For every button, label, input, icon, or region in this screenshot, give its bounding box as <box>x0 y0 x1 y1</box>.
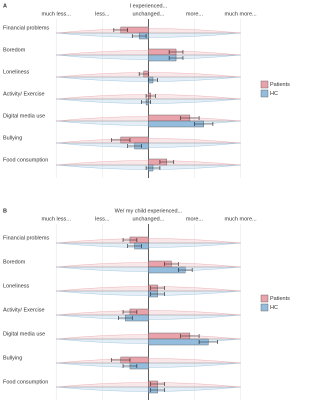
error-bar <box>150 382 165 386</box>
error-bar <box>141 100 151 104</box>
category-label: Food consumption <box>3 379 48 385</box>
error-bar <box>127 244 142 248</box>
panel-label: B <box>3 208 7 214</box>
category-label: Bullying <box>3 355 22 361</box>
category-label: Loneliness <box>3 283 30 289</box>
legend-swatch <box>260 89 269 98</box>
category-label: Activity/ Exercise <box>3 307 45 313</box>
category-label: Boredom <box>3 47 26 53</box>
category-label: Bullying <box>3 135 22 141</box>
x-tick-label: more... <box>186 216 204 222</box>
error-bar <box>198 340 218 344</box>
error-bar <box>150 286 165 290</box>
category-label: Financial problems <box>3 25 49 31</box>
legend-label: Patients <box>270 82 290 88</box>
error-bar <box>150 292 165 296</box>
legend-label: Patients <box>270 296 290 302</box>
x-tick-label: less... <box>95 11 110 17</box>
legend-swatch <box>260 294 269 303</box>
error-bar <box>122 364 138 368</box>
error-bar <box>168 50 184 54</box>
error-bar <box>131 34 147 38</box>
chart-title: I experienced... <box>130 3 168 9</box>
error-bar <box>159 160 175 164</box>
x-tick-label: much less... <box>42 11 72 17</box>
panel-label: A <box>3 3 7 9</box>
category-label: Digital media use <box>3 113 45 119</box>
x-tick-label: unchanged... <box>132 11 164 17</box>
x-tick-label: less... <box>95 216 110 222</box>
error-bar <box>113 28 128 32</box>
legend-swatch <box>260 80 269 89</box>
category-label: Boredom <box>3 259 26 265</box>
x-tick-label: unchanged... <box>132 216 164 222</box>
x-tick-label: much less... <box>42 216 72 222</box>
category-label: Loneliness <box>3 69 30 75</box>
figure: A I experienced... much less... less... unch… <box>3 3 290 400</box>
error-bar <box>164 262 179 266</box>
category-label: Activity/ Exercise <box>3 91 45 97</box>
legend-label: HC <box>270 305 278 311</box>
x-tick-label: much more... <box>225 11 258 17</box>
category-label: Food consumption <box>3 157 48 163</box>
chart-title: We/ my child experienced... <box>115 208 183 214</box>
legend-label: HC <box>270 91 278 97</box>
error-bar <box>122 238 138 242</box>
error-bar <box>118 316 133 320</box>
error-bar <box>178 268 193 272</box>
error-bar <box>145 94 156 98</box>
error-bar <box>180 334 200 338</box>
error-bar <box>122 310 138 314</box>
x-tick-label: much more... <box>225 216 258 222</box>
error-bar <box>148 78 158 82</box>
x-tick-label: more... <box>186 11 204 17</box>
error-bar <box>138 72 149 76</box>
error-bar <box>180 116 200 120</box>
category-label: Financial problems <box>3 235 49 241</box>
error-bar <box>150 388 165 392</box>
error-bar <box>111 138 131 142</box>
error-bar <box>127 144 142 148</box>
error-bar <box>145 166 161 170</box>
error-bar <box>111 358 131 362</box>
error-bar <box>194 122 214 126</box>
legend-swatch <box>260 303 269 312</box>
category-label: Digital media use <box>3 331 45 337</box>
error-bar <box>168 56 184 60</box>
